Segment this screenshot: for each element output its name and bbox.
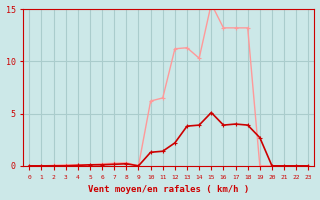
X-axis label: Vent moyen/en rafales ( km/h ): Vent moyen/en rafales ( km/h ) [88, 185, 250, 194]
